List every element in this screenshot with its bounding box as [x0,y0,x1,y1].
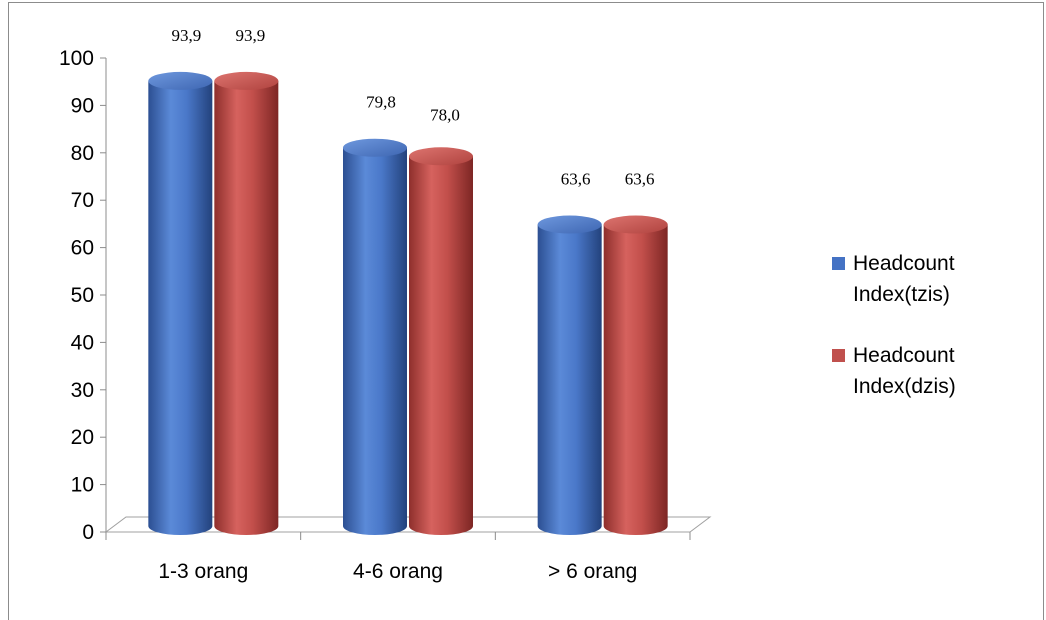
y-tick-label: 60 [71,237,94,260]
legend-item-tzis: Headcount Index(tzis) [832,252,955,306]
bar-body [214,80,279,535]
legend-swatch [832,349,845,362]
chart-frame [8,2,1044,620]
y-tick-label: 90 [71,94,94,117]
bar-tzis [343,138,407,536]
bar-body [537,224,602,535]
data-label: 93,9 [171,26,201,45]
data-label: 78,0 [430,105,460,124]
x-category-label: 1-3 orang [158,560,248,583]
legend-label: Headcount [853,252,955,275]
legend-label: Headcount [853,344,955,367]
bar-top [148,71,213,90]
bar-dzis [214,71,279,535]
y-tick-label: 40 [71,331,94,354]
bar-top [409,147,473,166]
legend-item-dzis: Headcount Index(dzis) [832,344,956,398]
legend-swatch [832,257,845,270]
y-tick-label: 80 [71,142,94,165]
bar-tzis [537,215,602,535]
bar-top [214,71,279,90]
y-tick-label: 0 [82,521,94,544]
data-label: 93,9 [235,26,265,45]
bar-dzis [409,147,473,535]
data-label: 79,8 [366,93,396,112]
bar-top [537,215,602,234]
y-tick-label: 50 [71,284,94,307]
y-tick-label: 20 [71,426,94,449]
bar-body [148,80,213,535]
legend-label: Index(tzis) [853,283,950,306]
bar-top [343,138,407,157]
data-label: 63,6 [625,170,655,189]
bar-dzis [603,215,668,535]
bar-tzis [148,71,213,535]
y-tick-label: 30 [71,379,94,402]
y-tick-label: 100 [59,47,94,70]
data-label: 63,6 [561,170,591,189]
bar-top [603,215,668,234]
bar-body [603,224,668,535]
bar-body [343,147,407,536]
y-tick-label: 10 [71,474,94,497]
x-category-label: 4-6 orang [353,560,443,583]
bar-body [409,156,473,535]
x-category-label: > 6 orang [548,560,637,583]
y-tick-label: 70 [71,189,94,212]
legend-label: Index(dzis) [853,375,956,398]
